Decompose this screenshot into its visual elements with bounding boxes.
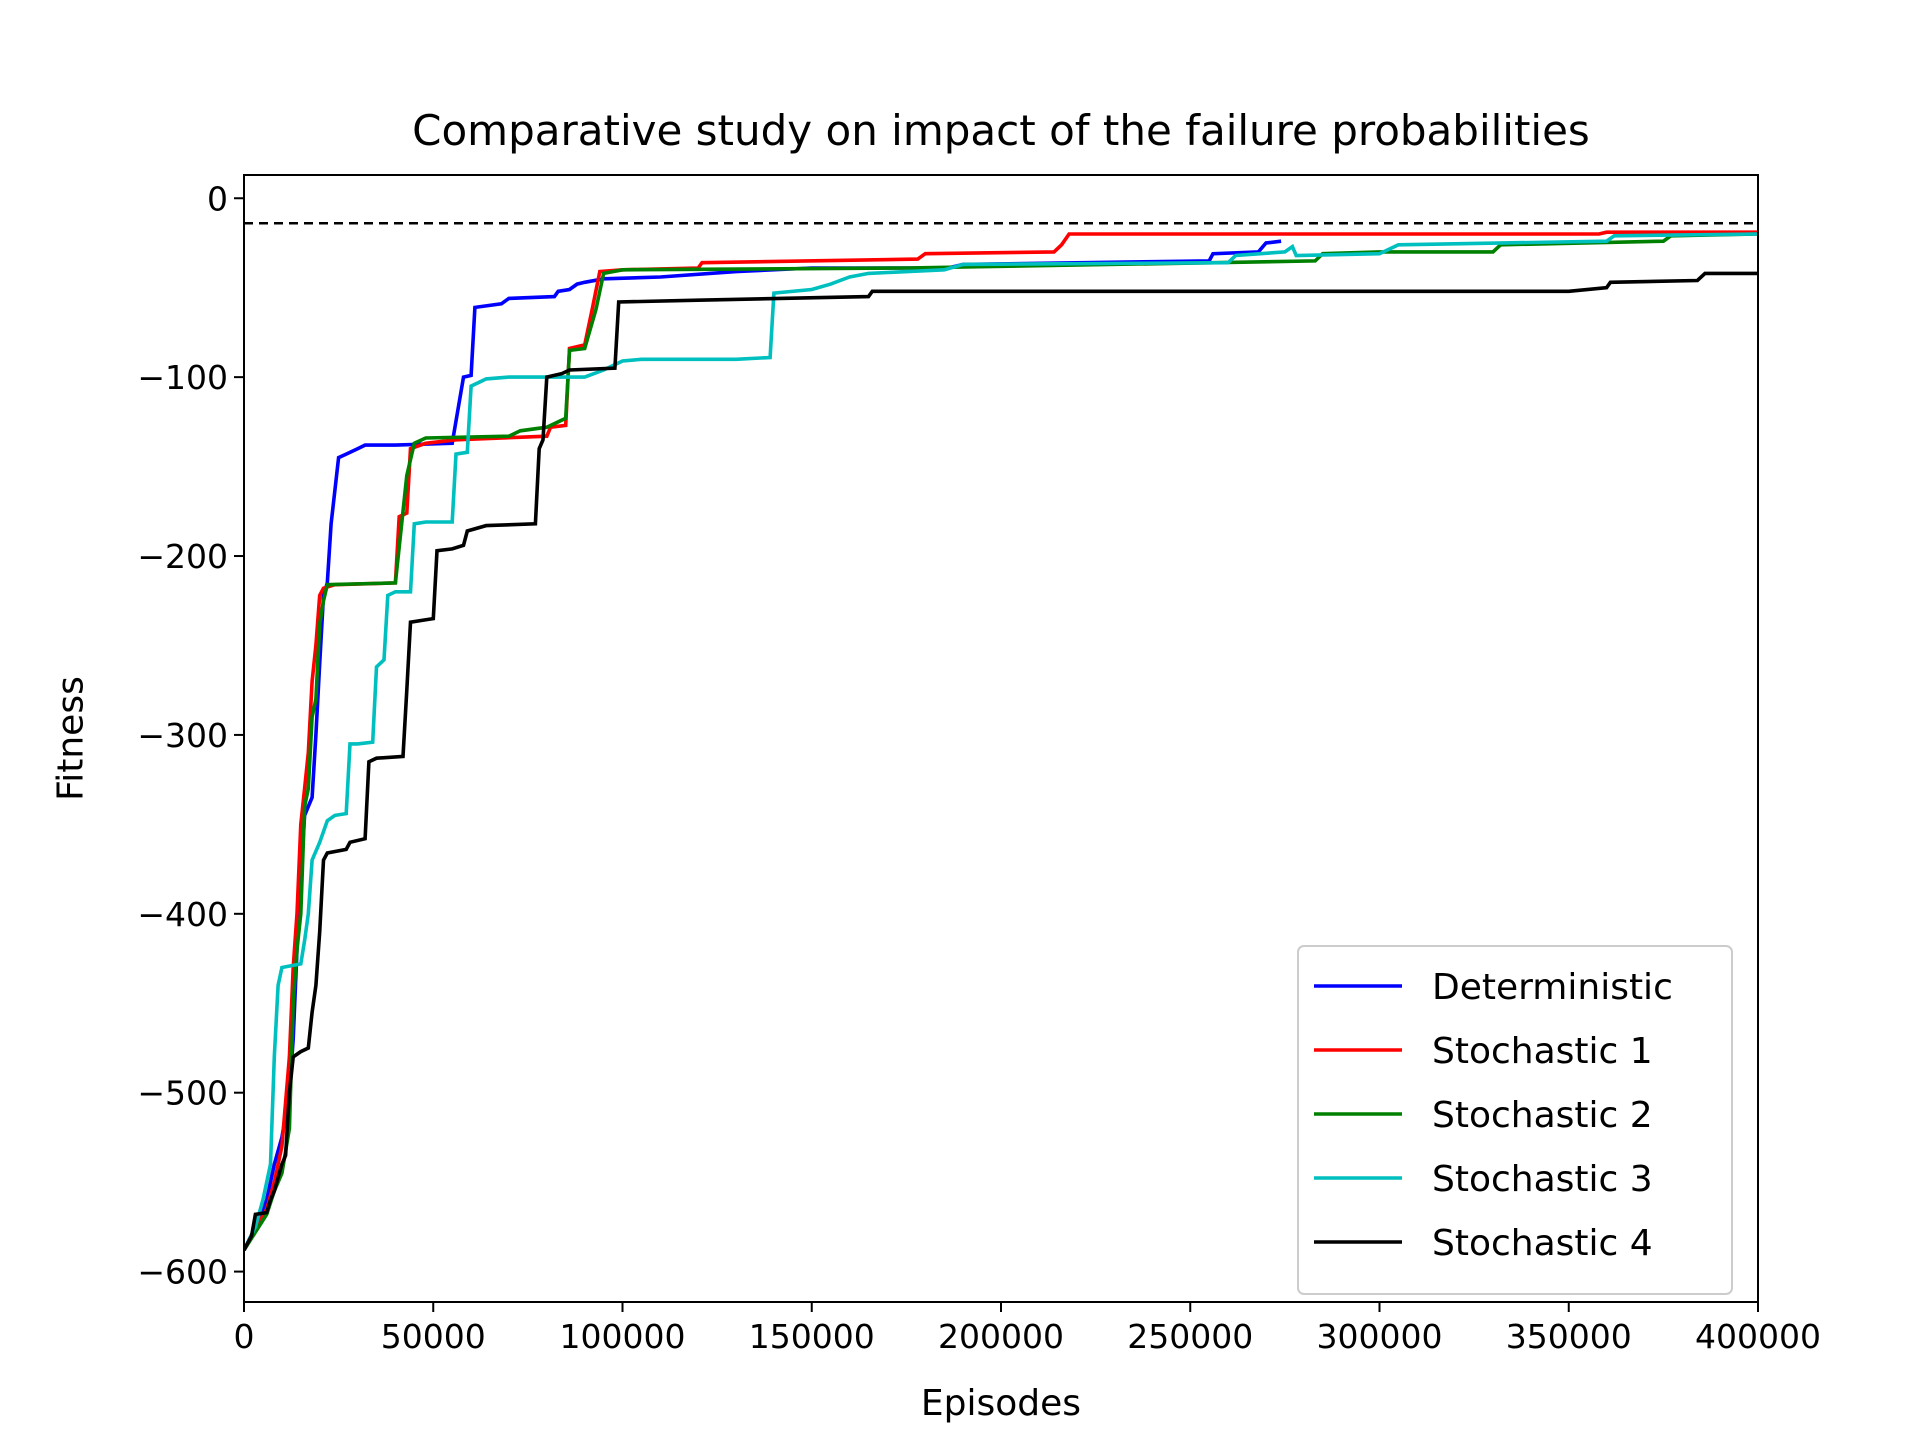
legend-label: Deterministic <box>1432 967 1673 1008</box>
legend-box <box>1297 945 1733 1295</box>
y-axis: 0 −100 −200 −300 −400 −500 −600 <box>137 179 244 1292</box>
x-tick-label: 250000 <box>1127 1317 1253 1356</box>
series-layer <box>244 230 1758 1252</box>
x-tick-label: 350000 <box>1506 1317 1632 1356</box>
x-tick-label: 200000 <box>938 1317 1064 1356</box>
y-tick-label: −300 <box>137 716 228 755</box>
x-tick-label: 100000 <box>560 1317 686 1356</box>
y-tick-label: −600 <box>137 1253 228 1292</box>
y-tick-label: −200 <box>137 537 228 576</box>
x-axis: 0 50000 100000 150000 200000 250000 300000 3500… <box>234 1302 1821 1356</box>
x-tick-label: 150000 <box>749 1317 875 1356</box>
series-line-5 <box>244 271 1758 1251</box>
x-axis-label: Episodes <box>921 1383 1081 1424</box>
x-tick-label: 0 <box>234 1317 255 1356</box>
legend-label: Stochastic 1 <box>1432 1031 1653 1072</box>
y-axis-label: Fitness <box>51 676 92 801</box>
series-line-2 <box>244 230 1758 1251</box>
series-line-4 <box>244 232 1758 1251</box>
legend-label: Stochastic 4 <box>1432 1223 1653 1264</box>
y-tick-label: −100 <box>137 358 228 397</box>
legend-label: Stochastic 3 <box>1432 1159 1653 1200</box>
y-tick-label: −400 <box>137 895 228 934</box>
x-tick-label: 300000 <box>1317 1317 1443 1356</box>
chart-title: Comparative study on impact of the failu… <box>412 106 1590 155</box>
y-tick-label: 0 <box>207 179 228 218</box>
legend: Deterministic Stochastic 1 Stochastic 2 Sto… <box>1297 945 1733 1295</box>
legend-label: Stochastic 2 <box>1432 1095 1653 1136</box>
x-tick-label: 400000 <box>1695 1317 1821 1356</box>
y-tick-label: −500 <box>137 1074 228 1113</box>
x-tick-label: 50000 <box>381 1317 486 1356</box>
